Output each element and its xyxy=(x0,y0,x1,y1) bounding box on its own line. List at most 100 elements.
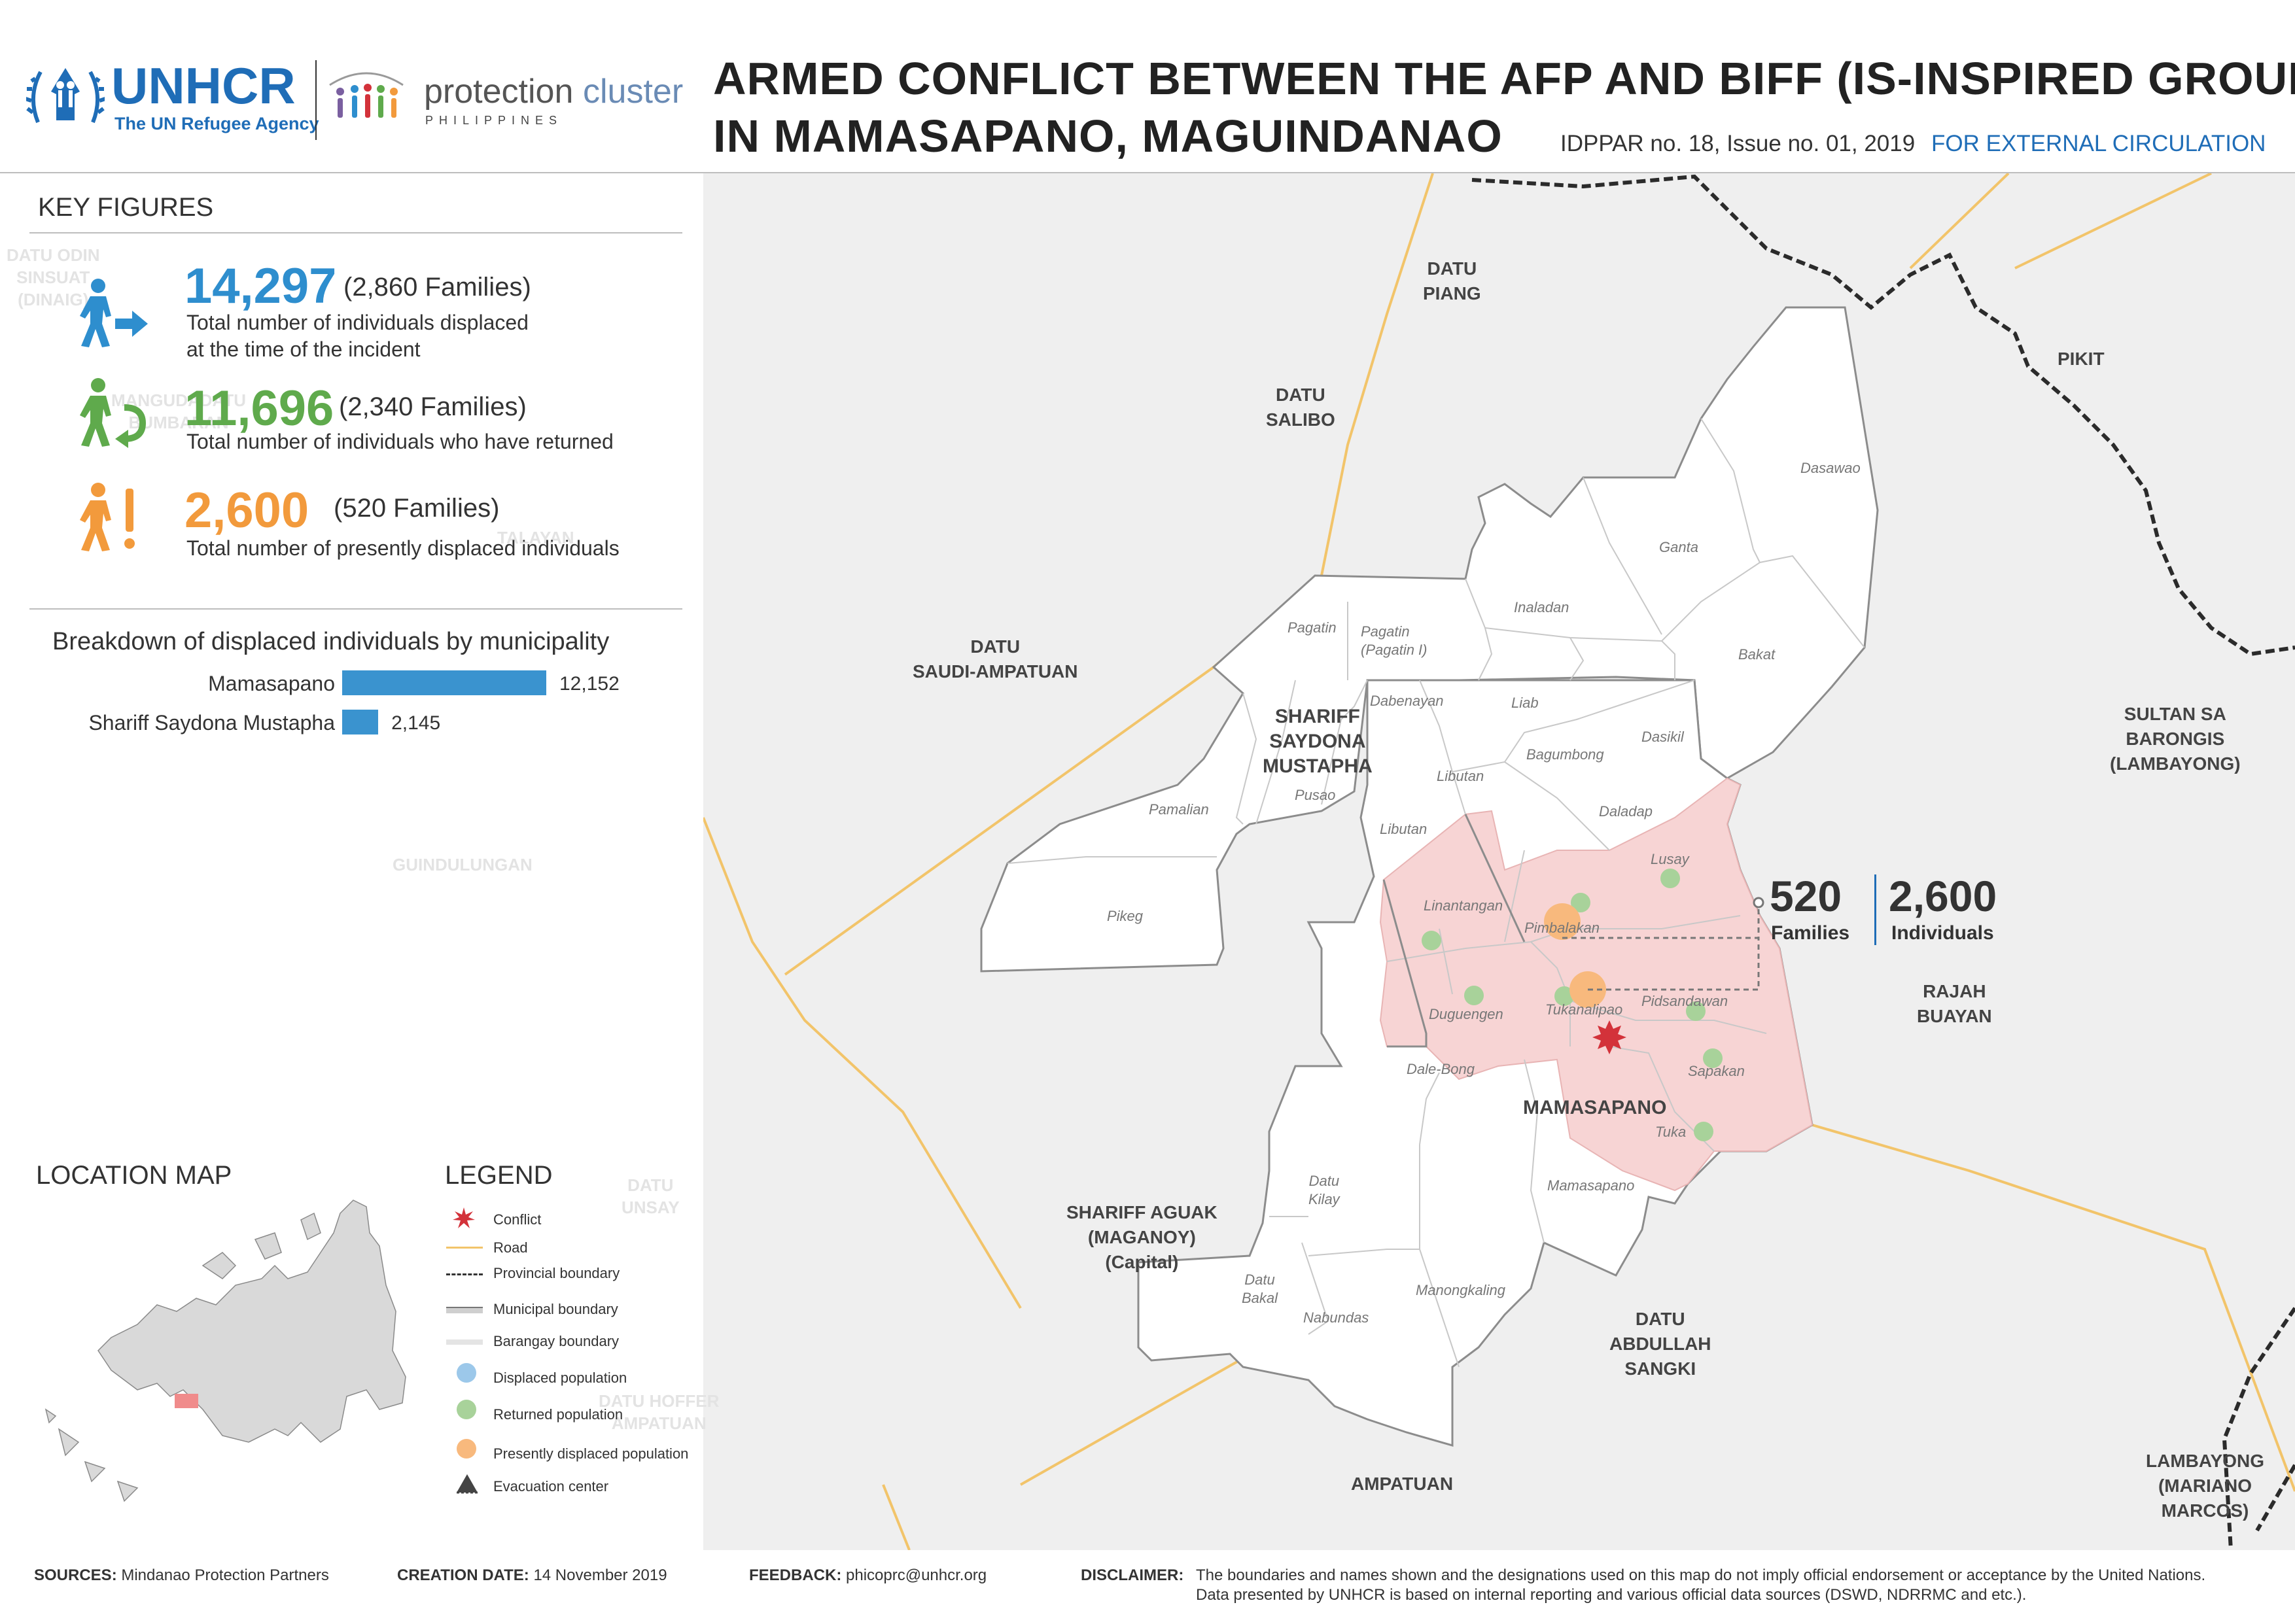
callout-individuals-number: 2,600 xyxy=(1889,872,1997,920)
road-line-icon xyxy=(446,1247,483,1249)
provincial-boundary-icon xyxy=(446,1273,483,1275)
returned-marker xyxy=(1694,1122,1713,1141)
legend-label-provincial-boundary: Provincial boundary xyxy=(493,1265,620,1281)
brgy-dasikil: Dasikil xyxy=(1641,729,1684,745)
breakdown-bar-chart: Mamasapano 12,152 Shariff Saydona Mustapha… xyxy=(0,670,703,769)
bar-category-label: Mamasapano xyxy=(208,672,335,695)
conflict-icon xyxy=(1592,1020,1626,1054)
faint-label-datu-hoffer: DATU HOFFER AMPATUAN xyxy=(599,1391,720,1433)
legend-heading: LEGEND xyxy=(445,1161,553,1190)
label-datu-salibo: DATU SALIBO xyxy=(1266,385,1335,430)
brgy-tukanalipao: Tukanalipao xyxy=(1545,1001,1623,1018)
returned-circle-icon xyxy=(457,1400,476,1419)
footer-feedback-label: FEEDBACK: xyxy=(749,1566,842,1584)
municipal-boundary-icon xyxy=(446,1307,483,1313)
legend-label-road: Road xyxy=(493,1239,528,1256)
present-marker xyxy=(1544,903,1581,940)
legend-label-conflict: Conflict xyxy=(493,1211,542,1228)
label-sultan-sa-barongis: SULTAN SA BARONGIS (LAMBAYONG) xyxy=(2110,704,2241,774)
brgy-lusay: Lusay xyxy=(1651,851,1689,867)
cluster-country: PHILIPPINES xyxy=(425,114,563,127)
key-figure-2-number: 11,696 xyxy=(184,381,334,436)
legend-label-present: Presently displaced population xyxy=(493,1445,689,1462)
alert-person-icon xyxy=(80,483,135,551)
legend-label-municipal-boundary: Municipal boundary xyxy=(493,1301,618,1317)
label-datu-piang: DATU PIANG xyxy=(1423,258,1481,303)
displaced-circle-icon xyxy=(457,1363,476,1383)
label-ampatuan: AMPATUAN xyxy=(1351,1474,1454,1494)
callout-leader xyxy=(1562,903,1760,991)
brgy-pimbalakan: Pimbalakan xyxy=(1524,920,1600,936)
unhcr-logo: UNHCR The UN Refugee Agency xyxy=(26,60,319,139)
conflict-icon xyxy=(453,1207,475,1228)
breakdown-rule xyxy=(29,608,682,610)
brgy-duguengen: Duguengen xyxy=(1429,1006,1503,1022)
brgy-datu-bakal: Datu Bakal xyxy=(1242,1271,1278,1306)
brgy-daladap: Daladap xyxy=(1599,803,1653,820)
breakdown-heading: Breakdown of displaced individuals by mu… xyxy=(52,628,610,655)
brgy-pikeg: Pikeg xyxy=(1107,908,1144,924)
unhcr-emblem-icon xyxy=(26,68,105,124)
present-circle-icon xyxy=(457,1439,476,1459)
returned-marker xyxy=(1660,869,1680,888)
returned-marker xyxy=(1554,986,1574,1006)
header: UNHCR The UN Refugee Agency protection c… xyxy=(0,0,2295,172)
page-title-line1: ARMED CONFLICT BETWEEN THE AFP AND BIFF … xyxy=(713,53,2295,104)
issue-number: IDPPAR no. 18, Issue no. 01, 2019 xyxy=(1560,131,1916,156)
legend-label-returned: Returned population xyxy=(493,1406,623,1423)
label-lambayong: LAMBAYONG (MARIANO MARCOS) xyxy=(2146,1451,2264,1521)
returned-marker xyxy=(1703,1048,1723,1068)
returned-marker xyxy=(1571,893,1590,912)
key-figure-1-desc-1: Total number of individuals displaced xyxy=(186,311,529,334)
location-map-heading: LOCATION MAP xyxy=(36,1161,232,1190)
brgy-tuka: Tuka xyxy=(1655,1124,1687,1140)
brgy-pagatin: Pagatin xyxy=(1288,619,1337,636)
key-figure-1-number: 14,297 xyxy=(184,258,337,314)
circulation-label: FOR EXTERNAL CIRCULATION xyxy=(1931,131,2266,156)
key-figures-heading: KEY FIGURES xyxy=(38,193,214,222)
key-figure-3-desc-1: Total number of presently displaced indi… xyxy=(186,536,620,560)
cluster-word-cluster: cluster xyxy=(583,73,684,111)
legend: Conflict Road Provincial boundary Munici… xyxy=(445,1203,707,1504)
label-rajah-buayan: RAJAH BUAYAN xyxy=(1917,981,1992,1026)
bar-value-label: 2,145 xyxy=(391,712,441,734)
header-divider xyxy=(0,172,2295,173)
footer-feedback-email[interactable]: phicoprc@unhcr.org xyxy=(846,1566,987,1584)
label-shariff-saydona-mustapha: SHARIFF SAYDONA MUSTAPHA xyxy=(1263,706,1373,777)
brgy-libutan-north: Libutan xyxy=(1437,768,1484,784)
returned-person-icon xyxy=(80,378,147,448)
footer-sources: SOURCES: Mindanao Protection Partners xyxy=(34,1566,329,1585)
bar-category-label: Shariff Saydona Mustapha xyxy=(88,711,335,734)
faint-label-datu-unsay: DATU UNSAY xyxy=(622,1175,680,1217)
key-figure-2-desc-1: Total number of individuals who have ret… xyxy=(186,430,614,453)
label-shariff-aguak: SHARIFF AGUAK (MAGANOY) (Capital) xyxy=(1066,1202,1218,1272)
barangay-boundary-icon xyxy=(446,1339,483,1345)
faint-label-guindulungan: GUINDULUNGAN xyxy=(393,855,533,874)
key-figure-1-families: (2,860 Families) xyxy=(343,273,531,302)
cluster-word-protection: protection xyxy=(424,73,574,111)
bar xyxy=(342,710,379,734)
legend-label-barangay-boundary: Barangay boundary xyxy=(493,1333,620,1349)
logo-divider xyxy=(315,60,317,140)
protection-cluster-people-icon xyxy=(329,72,404,118)
brgy-inaladan: Inaladan xyxy=(1514,599,1569,615)
label-datu-abdullah-sangki: DATU ABDULLAH SANGKI xyxy=(1609,1309,1711,1379)
bar-value-label: 12,152 xyxy=(559,673,620,695)
displaced-person-icon xyxy=(80,279,148,347)
brgy-sapakan: Sapakan xyxy=(1688,1063,1745,1079)
brgy-pidsandawan: Pidsandawan xyxy=(1641,993,1728,1009)
evacuation-center-icon xyxy=(457,1474,478,1494)
footer-creation-value: 14 November 2019 xyxy=(533,1566,667,1584)
brgy-dale-bong: Dale-Bong xyxy=(1407,1061,1475,1077)
footer-feedback: FEEDBACK: phicoprc@unhcr.org xyxy=(749,1566,987,1585)
key-figure-3-number: 2,600 xyxy=(184,483,309,538)
brgy-mamasapano: Mamasapano xyxy=(1547,1177,1635,1194)
brgy-liab: Liab xyxy=(1511,695,1539,711)
footer-disclaimer-label: DISCLAIMER: xyxy=(1081,1566,1184,1584)
bar xyxy=(342,670,546,695)
legend-label-evacuation-center: Evacuation center xyxy=(493,1478,609,1494)
footer-sources-label: SOURCES: xyxy=(34,1566,117,1584)
brgy-manongkaling: Manongkaling xyxy=(1416,1282,1505,1298)
returned-marker xyxy=(1464,986,1484,1005)
label-mamasapano: MAMASAPANO xyxy=(1523,1097,1667,1118)
